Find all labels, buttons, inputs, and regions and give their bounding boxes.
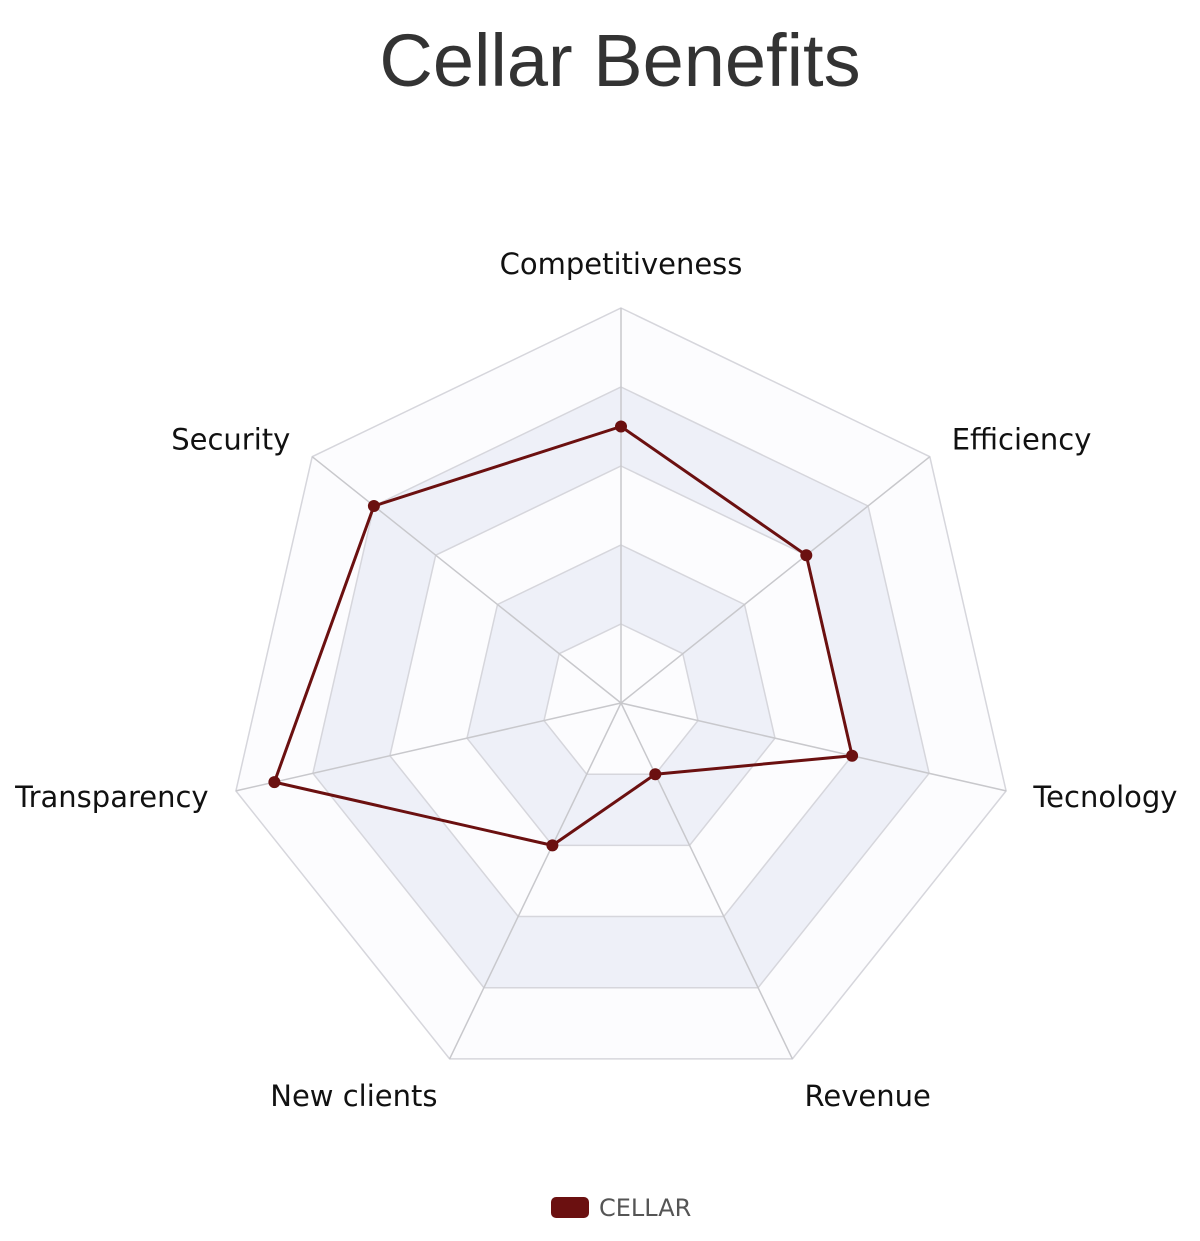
radar-spokes <box>235 308 1007 1060</box>
axis-labels: Competitiveness Efficiency Tecnology Revenu… <box>14 247 1177 1113</box>
radar-spoke-5 <box>235 702 622 792</box>
radar-ring-1 <box>543 623 699 775</box>
data-point-revenue[interactable] <box>649 768 662 781</box>
axis-label-security: Security <box>171 422 290 456</box>
axis-label-transparency: Transparency <box>14 780 208 814</box>
legend[interactable]: CELLAR <box>551 1194 691 1222</box>
series-layer <box>268 420 859 852</box>
axis-label-revenue: Revenue <box>805 1079 931 1113</box>
data-point-security[interactable] <box>367 500 380 512</box>
radar-ring-5 <box>235 307 1007 1060</box>
radar-spoke-1 <box>620 456 931 704</box>
axis-label-new-clients: New clients <box>270 1079 437 1113</box>
axis-label-competitiveness: Competitiveness <box>500 247 743 281</box>
radar-ring-4 <box>312 386 930 989</box>
legend-swatch <box>551 1197 589 1218</box>
radar-spoke-6 <box>311 456 622 704</box>
radar-spoke-3 <box>620 702 794 1060</box>
data-point-new-clients[interactable] <box>546 839 559 852</box>
data-point-transparency[interactable] <box>268 776 281 789</box>
data-point-competitiveness[interactable] <box>615 420 627 433</box>
radar-ring-2 <box>466 544 776 847</box>
radar-spoke-2 <box>620 702 1007 792</box>
data-point-tecnology[interactable] <box>846 749 859 762</box>
axis-label-tecnology: Tecnology <box>1032 780 1177 814</box>
legend-label: CELLAR <box>599 1194 691 1222</box>
series-line-0 <box>272 425 854 847</box>
chart-title: Cellar Benefits <box>379 19 861 102</box>
data-point-efficiency[interactable] <box>800 549 813 562</box>
radar-spoke-4 <box>448 702 622 1060</box>
axis-label-efficiency: Efficiency <box>952 422 1092 456</box>
